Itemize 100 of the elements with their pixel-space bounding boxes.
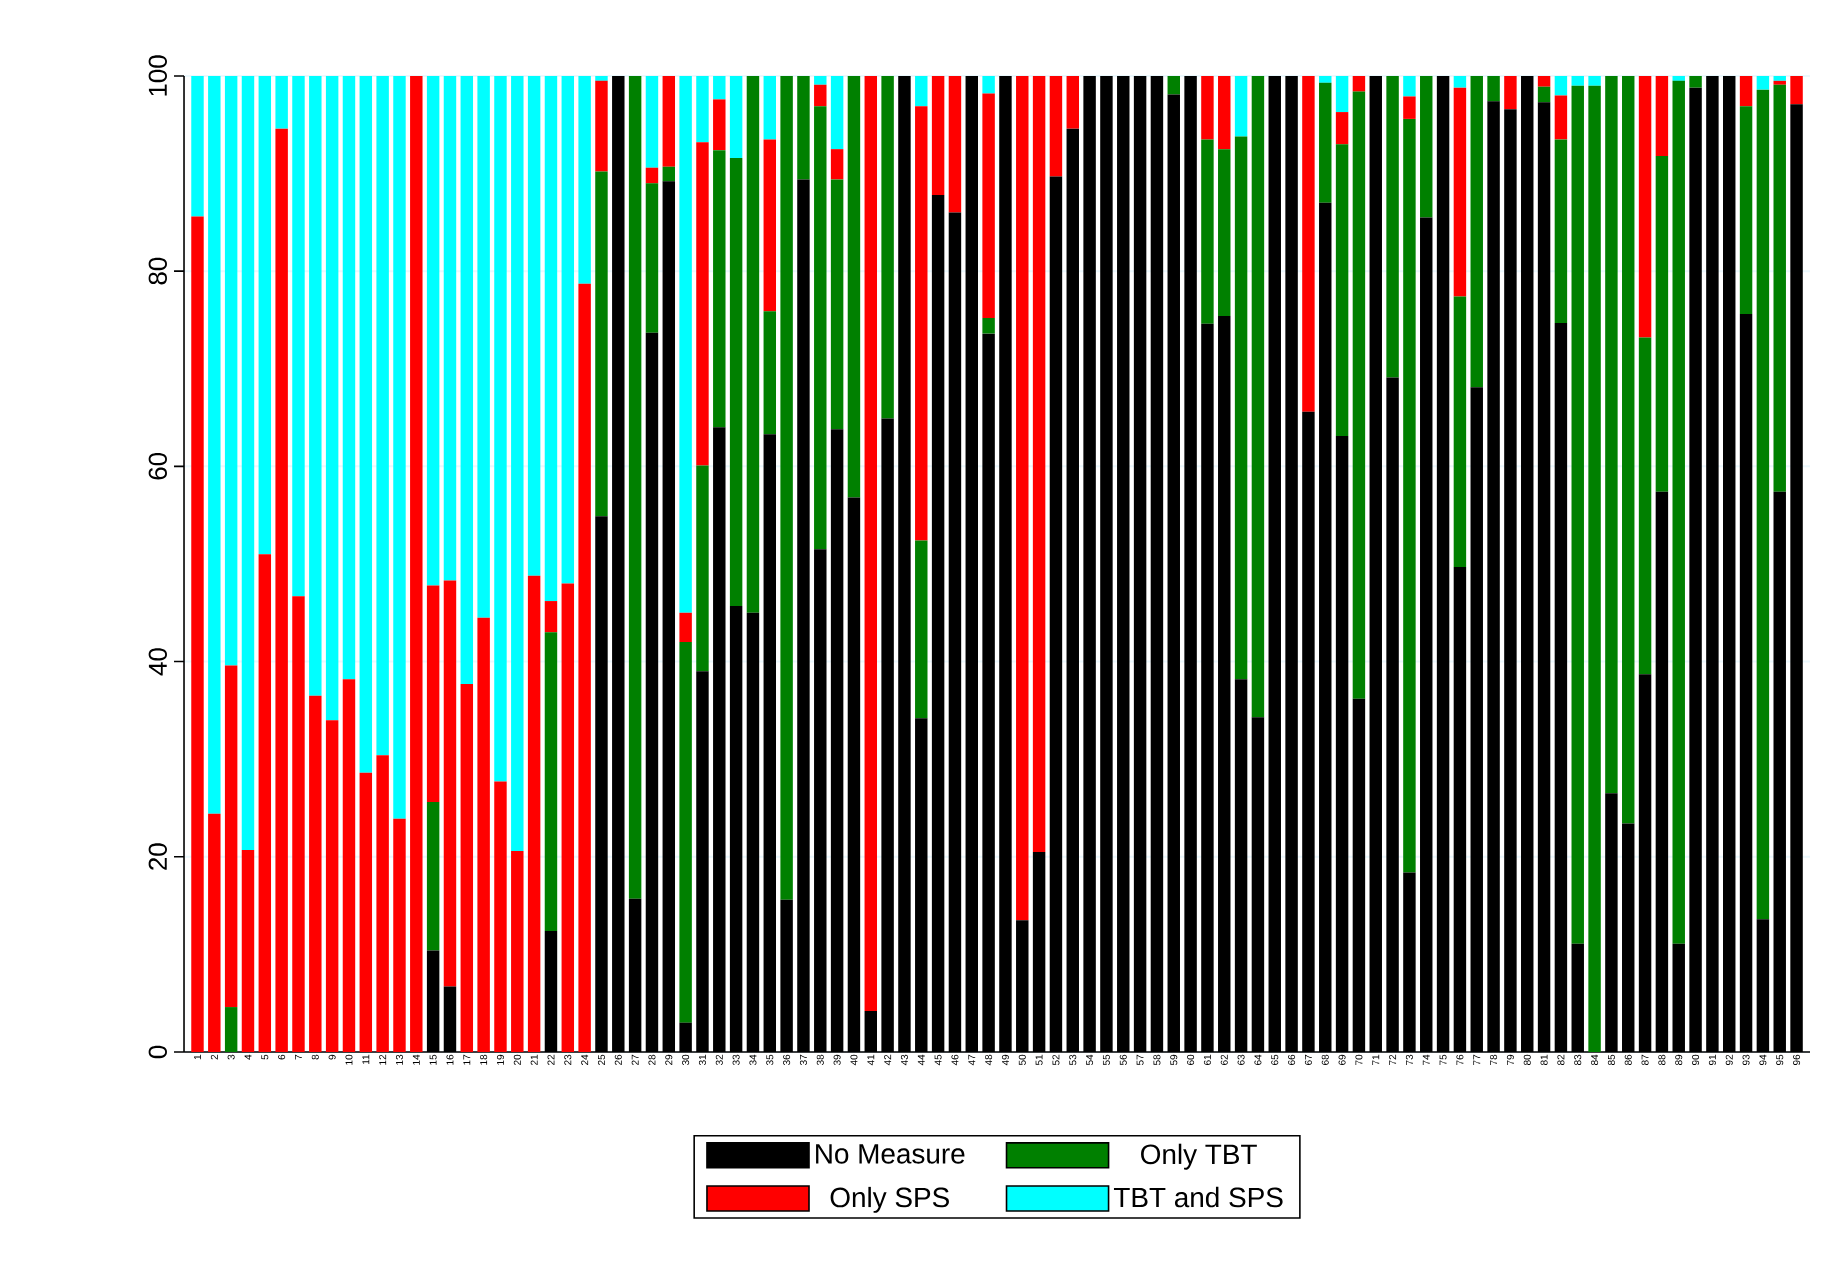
bar [359,772,373,1052]
bar [561,75,575,584]
bar [511,850,524,1052]
bar [1554,139,1568,323]
bar [982,318,995,334]
bar [1739,75,1753,107]
y-tick-label: 0 [148,1045,167,1059]
bar [561,583,575,1052]
bar [1605,75,1618,794]
bar [224,1007,238,1052]
bar [982,93,995,319]
bar [224,75,238,666]
bar [931,75,945,196]
bar [460,75,474,685]
bar [511,75,524,851]
bar [1756,89,1770,920]
bar [376,755,389,1052]
bar [1234,75,1248,137]
bar [1420,75,1433,218]
bar [864,75,878,1011]
bar [1453,296,1467,567]
bar [544,75,558,602]
bar [1403,96,1416,119]
bar [1638,75,1652,338]
bar [1352,75,1366,92]
bar [1218,149,1231,317]
bar [645,167,659,184]
bar [1588,75,1601,86]
bar [1066,75,1079,129]
bar [325,720,339,1052]
bar [1537,75,1551,87]
bar [595,80,608,172]
bar [426,585,440,803]
bar [881,75,894,419]
bar [830,179,844,430]
bar [595,75,608,81]
bar [544,601,558,633]
bar [191,216,204,1052]
bar [275,128,288,1052]
bar [1487,75,1500,102]
bar [628,75,642,899]
bar [342,679,356,1052]
bar [527,575,541,1052]
bar [1335,112,1349,145]
bar [1386,75,1399,378]
bar [527,75,541,576]
bar [1622,75,1635,824]
bar [679,642,692,1023]
bar [376,75,389,756]
bar [696,465,709,672]
bar [763,311,777,435]
bar [662,75,676,167]
bar [1504,75,1517,110]
legend-label: No Measure [816,1144,965,1164]
y-tick-label: 100 [148,55,167,96]
bar [645,183,659,333]
bar [410,75,423,1052]
bar [1790,75,1803,105]
bar [1453,87,1467,297]
bar [1319,82,1332,203]
bar [1167,75,1180,95]
bar [224,665,238,1008]
bar [1739,106,1753,315]
bar [1032,75,1046,852]
legend-label: Only SPS [830,1186,949,1213]
bar [1201,139,1214,324]
bar [830,75,844,150]
bar [1773,75,1786,81]
bar [915,106,928,541]
bar [713,75,726,100]
bar [746,75,760,613]
bar [426,75,440,586]
bar [359,75,373,773]
bar [494,781,507,1052]
bar [1537,86,1551,103]
bar [342,75,356,680]
bar [1453,75,1467,88]
bar [494,75,507,782]
bar [729,157,743,606]
bar [460,684,474,1052]
bar [1554,95,1568,140]
y-tick-label: 20 [148,843,167,870]
bar [393,75,406,819]
bar [309,695,322,1052]
bar [1403,118,1416,873]
bar [1016,75,1029,921]
bar [1201,75,1214,140]
bar [1049,75,1063,177]
bar [1571,85,1584,944]
bar [1554,75,1568,96]
bar [241,849,255,1052]
bar [696,75,709,143]
bar [1335,75,1349,113]
bar [645,75,659,168]
bar [696,142,709,466]
bar [780,75,793,900]
bar [713,150,726,428]
bar [830,149,844,180]
bar [847,75,861,498]
bar [797,75,810,180]
